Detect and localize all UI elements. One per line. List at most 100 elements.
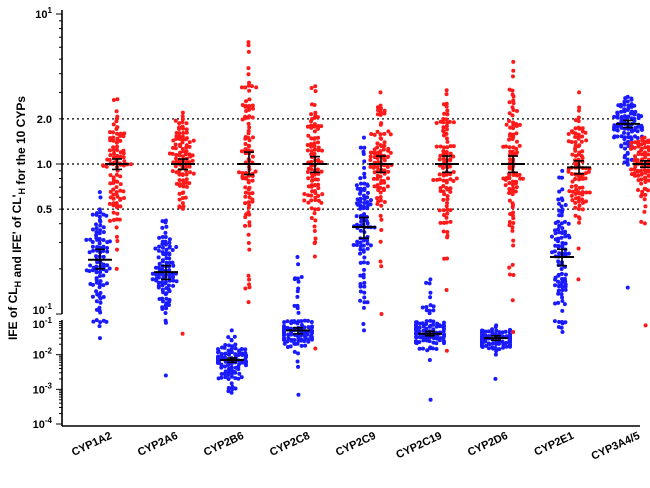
blue-data-point (229, 368, 234, 373)
blue-data-point (361, 272, 366, 277)
red-data-point (368, 158, 373, 163)
red-data-point (501, 144, 506, 149)
red-data-point (309, 112, 314, 117)
red-data-point (508, 132, 513, 137)
red-data-point (118, 188, 123, 193)
red-data-point (174, 152, 179, 157)
red-data-point (114, 185, 119, 190)
red-data-point (246, 43, 251, 48)
blue-data-point (632, 118, 637, 123)
blue-data-point (566, 221, 571, 226)
blue-data-point (289, 321, 294, 326)
blue-data-point (292, 277, 297, 282)
red-data-point (243, 215, 248, 220)
red-data-point (507, 145, 512, 150)
red-data-point (378, 195, 383, 200)
blue-data-point (365, 241, 370, 246)
red-data-point (306, 184, 311, 189)
blue-data-point (559, 221, 564, 226)
red-data-point (381, 147, 386, 152)
red-data-point (173, 118, 178, 123)
error-bars (88, 119, 650, 364)
blue-data-point (567, 235, 572, 240)
red-data-point (379, 312, 384, 316)
red-data-point (382, 108, 387, 113)
blue-data-point (560, 295, 565, 300)
red-data-point (573, 162, 578, 167)
red-data-point (580, 185, 585, 190)
red-data-point (309, 149, 314, 154)
red-data-point (577, 220, 582, 225)
red-data-point (643, 192, 648, 197)
red-data-point (253, 169, 258, 174)
blue-data-point (557, 175, 562, 180)
blue-data-point (303, 343, 308, 348)
blue-data-point (358, 240, 363, 245)
red-data-point (246, 300, 251, 305)
blue-data-point (167, 299, 172, 304)
red-data-point (507, 157, 512, 162)
blue-data-point (358, 191, 363, 196)
blue-data-point (296, 351, 301, 356)
red-data-point (567, 189, 572, 194)
blue-data-point (150, 277, 155, 282)
data-points (84, 40, 650, 402)
red-data-point (510, 225, 515, 230)
blue-data-point (164, 260, 169, 265)
red-data-point (576, 119, 581, 124)
red-data-point (177, 182, 182, 187)
red-data-point (111, 138, 116, 143)
blue-data-point (97, 207, 102, 212)
blue-data-point (94, 270, 99, 275)
blue-data-point (107, 239, 112, 244)
blue-data-point (414, 339, 418, 344)
blue-data-point (163, 320, 168, 325)
blue-data-point (368, 198, 373, 203)
red-data-point (643, 204, 648, 209)
red-data-point (379, 227, 384, 232)
red-data-point (249, 84, 254, 89)
red-data-point (240, 176, 245, 181)
red-data-point (580, 134, 585, 139)
red-data-point (108, 138, 113, 143)
blue-data-point (562, 302, 567, 307)
red-data-point (371, 165, 376, 170)
red-data-point (181, 149, 186, 154)
red-data-point (243, 114, 248, 119)
blue-data-point (299, 274, 304, 279)
blue-data-point (95, 245, 100, 250)
blue-data-point (97, 214, 102, 219)
red-data-point (511, 59, 516, 64)
blue-data-point (626, 139, 631, 144)
y-tick-label: 10-3 (33, 381, 53, 396)
blue-data-point (358, 260, 363, 265)
blue-data-point (91, 265, 96, 270)
blue-data-point (434, 347, 439, 352)
red-data-point (121, 148, 126, 153)
red-data-point (246, 115, 251, 120)
blue-data-point (358, 228, 363, 233)
blue-data-point (612, 125, 616, 130)
blue-data-point (98, 270, 103, 275)
red-data-point (434, 144, 439, 149)
blue-data-point (354, 242, 359, 247)
red-data-point (573, 134, 578, 139)
red-data-point (573, 153, 578, 158)
red-data-point (114, 201, 119, 206)
red-data-point (180, 110, 185, 115)
blue-data-point (358, 244, 363, 249)
blue-data-point (88, 263, 93, 268)
red-data-point (442, 145, 447, 150)
red-data-point (577, 191, 582, 196)
red-data-point (584, 138, 589, 143)
blue-data-point (486, 341, 491, 346)
blue-data-point (434, 336, 439, 341)
red-data-point (645, 138, 650, 143)
blue-data-point (230, 384, 235, 389)
blue-data-point (359, 219, 364, 224)
red-data-point (629, 141, 634, 146)
blue-data-point (97, 190, 102, 195)
blue-data-point (174, 279, 179, 284)
blue-data-point (295, 254, 300, 259)
red-data-point (306, 200, 311, 205)
